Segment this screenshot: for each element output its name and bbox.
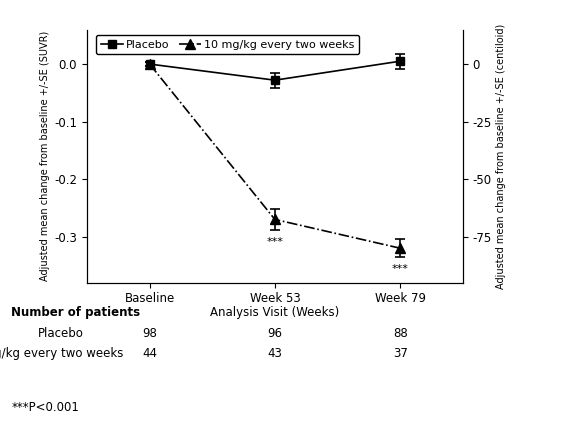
Text: ***: ***: [392, 264, 408, 274]
Text: 10 mg/kg every two weeks: 10 mg/kg every two weeks: [0, 347, 123, 360]
Legend: Placebo, 10 mg/kg every two weeks: Placebo, 10 mg/kg every two weeks: [96, 35, 359, 54]
Text: ***P<0.001: ***P<0.001: [11, 400, 79, 414]
Y-axis label: Adjusted mean change from baseline +/-SE (SUVR): Adjusted mean change from baseline +/-SE…: [40, 31, 50, 281]
Text: 88: 88: [393, 327, 407, 340]
Text: 96: 96: [268, 327, 282, 340]
Text: ***: ***: [266, 237, 283, 247]
Text: Number of patients: Number of patients: [11, 306, 140, 319]
Text: 98: 98: [142, 327, 157, 340]
Text: Analysis Visit (Weeks): Analysis Visit (Weeks): [210, 306, 339, 319]
Text: Placebo: Placebo: [38, 327, 84, 340]
Text: 37: 37: [393, 347, 408, 360]
Text: 43: 43: [268, 347, 282, 360]
Y-axis label: Adjusted mean change from baseline +/-SE (centiloid): Adjusted mean change from baseline +/-SE…: [496, 24, 506, 289]
Text: 44: 44: [142, 347, 157, 360]
